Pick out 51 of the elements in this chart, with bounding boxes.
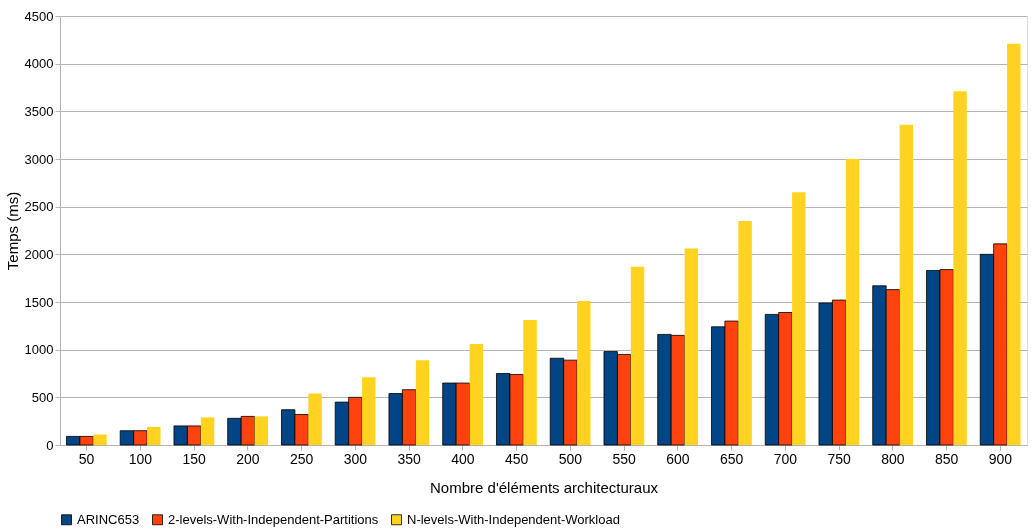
y-tick-label: 3000 <box>24 151 54 167</box>
legend-label: 2-levels-With-Independent-Partitions <box>168 511 379 527</box>
y-tick-label: 0 <box>46 437 54 453</box>
bar <box>93 434 107 445</box>
x-tick-label: 850 <box>934 450 959 467</box>
bar <box>147 426 161 445</box>
x-tick-label: 600 <box>666 450 690 467</box>
bar <box>200 417 215 445</box>
y-tick-label: 3500 <box>24 103 54 119</box>
x-tick-label: 650 <box>719 450 744 467</box>
bar <box>953 91 967 445</box>
legend-label: ARINC653 <box>77 511 140 527</box>
x-tick-label: 750 <box>827 450 852 467</box>
y-tick-label: 1000 <box>24 342 54 358</box>
legend-label: N-levels-With-Independent-Workload <box>407 511 620 527</box>
bar <box>308 393 322 445</box>
bar <box>415 360 430 445</box>
bar <box>845 159 860 445</box>
bar <box>469 343 484 445</box>
y-tick-label: 500 <box>31 389 54 405</box>
y-tick-label: 4000 <box>24 56 54 72</box>
x-tick-label: 550 <box>612 450 637 467</box>
x-tick-label: 800 <box>881 450 905 467</box>
y-tick-label: 4500 <box>24 8 54 24</box>
x-tick-label: 150 <box>182 450 206 467</box>
x-tick-label: 100 <box>128 450 153 467</box>
bar <box>254 416 269 445</box>
y-axis-title: Temps (ms) <box>3 191 21 271</box>
bar <box>792 192 806 445</box>
bar <box>899 124 914 445</box>
x-tick-label: 350 <box>397 450 422 467</box>
y-tick-label: 2500 <box>24 199 54 215</box>
bar <box>362 377 376 445</box>
bar <box>738 220 752 445</box>
bar <box>684 248 699 445</box>
x-tick-label: 300 <box>343 450 368 467</box>
bar <box>1007 43 1021 445</box>
x-axis-title: Nombre d'éléments architecturaux <box>430 478 659 496</box>
x-tick-label: 700 <box>773 450 798 467</box>
x-tick-label: 400 <box>451 450 475 467</box>
bar <box>630 266 645 445</box>
bar <box>523 320 537 445</box>
x-tick-label: 900 <box>988 450 1013 467</box>
y-tick-label: 2000 <box>24 246 54 262</box>
x-tick-label: 500 <box>558 450 583 467</box>
x-tick-label: 250 <box>289 450 314 467</box>
y-tick-label: 1500 <box>24 294 54 310</box>
x-tick-label: 50 <box>78 450 95 467</box>
bar <box>577 301 591 445</box>
x-tick-label: 200 <box>236 450 260 467</box>
x-tick-label: 450 <box>504 450 529 467</box>
